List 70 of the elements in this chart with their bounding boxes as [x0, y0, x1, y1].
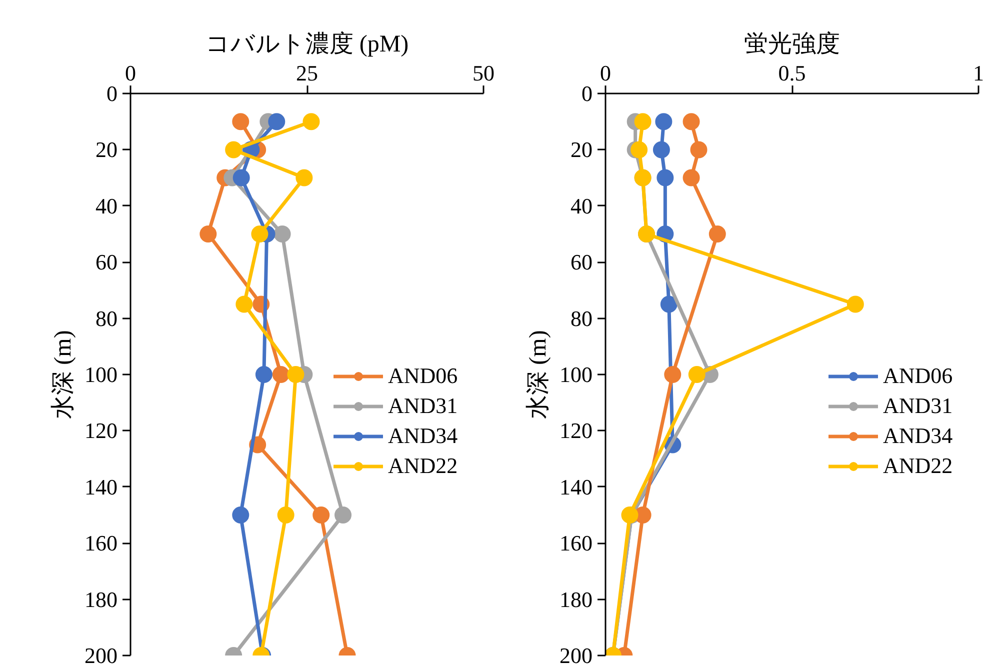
y-tick-label: 40 [96, 193, 118, 218]
y-tick-label: 0 [582, 81, 592, 106]
y-tick-label: 120 [560, 418, 592, 444]
point [690, 141, 708, 158]
legend-label: AND06 [388, 363, 458, 389]
y-tick-label: 140 [560, 474, 592, 500]
y-tick-label: 200 [84, 643, 118, 668]
point [232, 113, 250, 130]
y-tick-label: 60 [570, 250, 592, 275]
y-tick-label: 40 [570, 193, 592, 218]
x-tick-label: 1 [973, 60, 984, 86]
y-tick-label: 100 [84, 362, 118, 387]
point [312, 506, 330, 524]
point [274, 226, 291, 242]
point [277, 506, 294, 524]
point [656, 169, 674, 186]
legend-label: AND22 [388, 453, 458, 479]
point [236, 296, 253, 313]
point [634, 113, 652, 130]
x-axis-title: コバルト濃度 (pM) [205, 30, 409, 58]
point [302, 113, 320, 130]
point [660, 296, 678, 313]
point [255, 366, 272, 383]
y-tick-label: 180 [84, 586, 118, 612]
point [200, 226, 217, 242]
point [682, 113, 700, 130]
y-tick-label: 60 [96, 250, 118, 275]
y-tick-label: 100 [560, 362, 592, 387]
point [652, 141, 670, 158]
point [682, 169, 700, 186]
point [232, 506, 250, 524]
legend-label: AND31 [388, 393, 458, 419]
y-tick-label: 80 [570, 306, 592, 331]
x-tick-label: 0 [600, 60, 611, 86]
x-tick-label: 0.5 [778, 60, 806, 86]
y-tick-label: 0 [106, 81, 118, 106]
y-tick-label: 140 [84, 474, 118, 500]
y-tick-label: 20 [570, 137, 592, 162]
point [334, 506, 352, 524]
point [664, 366, 682, 383]
point [630, 141, 648, 158]
point [225, 141, 242, 158]
legend-label: AND31 [883, 393, 953, 419]
x-tick-label: 50 [472, 60, 494, 86]
point [296, 169, 313, 186]
legend-label: AND34 [388, 423, 458, 449]
point [232, 169, 250, 186]
x-tick-label: 0 [125, 60, 136, 86]
y-tick-label: 120 [84, 418, 118, 444]
point [272, 366, 290, 383]
y-tick-label: 80 [96, 306, 118, 331]
y-axis-title: 水深 (m) [526, 330, 552, 419]
y-tick-label: 200 [560, 643, 592, 668]
x-tick-label: 25 [296, 60, 318, 86]
point [708, 226, 726, 242]
x-axis-title: 蛍光強度 [744, 30, 840, 58]
legend-label: AND06 [883, 363, 953, 389]
y-tick-label: 20 [96, 137, 118, 162]
y-tick-label: 160 [84, 530, 118, 556]
legend-label: AND22 [883, 453, 953, 479]
point [846, 296, 864, 313]
legend-label: AND34 [883, 423, 953, 449]
point [287, 366, 304, 383]
point [251, 226, 268, 242]
y-axis-title: 水深 (m) [50, 330, 76, 419]
point [688, 366, 706, 383]
point [655, 113, 672, 130]
y-tick-label: 180 [560, 586, 592, 612]
y-tick-label: 160 [560, 530, 592, 556]
point [268, 113, 286, 130]
